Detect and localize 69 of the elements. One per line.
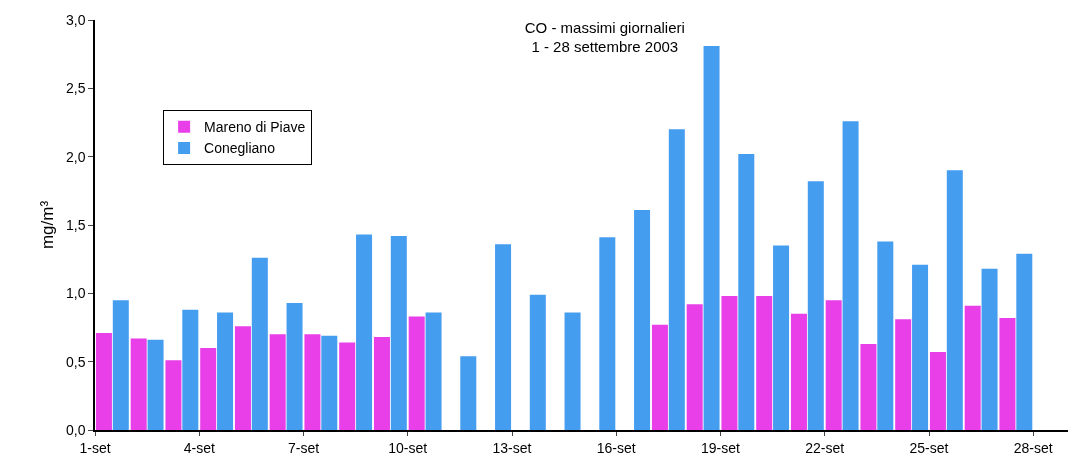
y-tick-label: 1,0 [65, 285, 86, 302]
y-tick-label: 0,5 [65, 353, 86, 370]
x-tick-label: 25-set [909, 439, 949, 456]
bar [964, 305, 981, 430]
text: CO - massimi giornalieri 1 - 28 settembre 2003 [524, 18, 685, 56]
x-tick-label: 13-set [492, 439, 532, 456]
bar [912, 264, 929, 430]
bar [130, 338, 147, 430]
bar [877, 241, 894, 430]
bar [860, 343, 877, 430]
y-tick-label: 2,5 [65, 80, 86, 97]
bar [825, 300, 842, 430]
bar [999, 317, 1016, 430]
bar [356, 234, 373, 430]
y-tick-label: 0,0 [65, 421, 86, 438]
y-tick-label: 2,0 [65, 148, 86, 165]
bar [339, 342, 356, 430]
x-tick-label: 1-set [79, 439, 111, 456]
legend-label: Conegliano [204, 140, 276, 157]
bar [182, 309, 199, 430]
bar [790, 313, 807, 430]
bar [842, 121, 859, 430]
bar [738, 153, 755, 430]
bar [529, 294, 546, 430]
x-tick-label: 10-set [388, 439, 428, 456]
bar [495, 244, 512, 430]
bar [286, 302, 303, 430]
bar [390, 235, 407, 430]
bar [651, 324, 668, 430]
bar [460, 356, 477, 430]
x-tick-label: 22-set [805, 439, 845, 456]
y-axis-title: mg/m³ [38, 200, 58, 250]
x-tick-label: 19-set [701, 439, 741, 456]
bar [112, 300, 129, 430]
bar [895, 319, 912, 430]
bar [269, 334, 286, 430]
bar [234, 326, 251, 430]
y-tick-label: 3,0 [65, 11, 86, 28]
bar [321, 335, 338, 430]
x-tick-label: 28-set [1013, 439, 1053, 456]
bar [756, 296, 773, 430]
y-tick-label: 1,5 [65, 216, 86, 233]
legend-label: Mareno di Piave [204, 119, 306, 136]
bar [200, 348, 217, 430]
bar [95, 332, 112, 430]
bar [217, 312, 234, 430]
bar [634, 209, 651, 430]
bar [373, 337, 390, 430]
bar [147, 339, 164, 430]
bar [721, 296, 738, 430]
bar [946, 170, 963, 430]
bar [251, 257, 268, 430]
bar [773, 245, 790, 430]
bar [703, 45, 720, 430]
x-tick-label: 7-set [287, 439, 320, 456]
bar [425, 312, 442, 430]
bar [807, 181, 824, 430]
bar [668, 129, 685, 430]
bar [564, 312, 581, 430]
bar [686, 304, 703, 430]
bar [599, 237, 616, 430]
x-tick-label: 4-set [183, 439, 215, 456]
bar [981, 268, 998, 430]
x-tick-label: 16-set [596, 439, 636, 456]
bar [929, 352, 946, 430]
bar [1016, 253, 1033, 430]
bar [408, 316, 425, 430]
bar [165, 360, 182, 430]
bar [304, 334, 321, 430]
